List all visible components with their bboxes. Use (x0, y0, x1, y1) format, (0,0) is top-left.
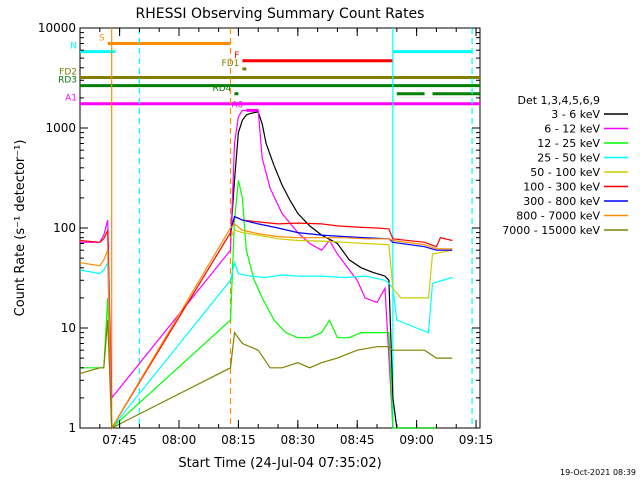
flag-label: S (99, 33, 105, 43)
legend-entry-label: 800 - 7000 keV (516, 210, 600, 223)
legend-entry-label: 3 - 6 keV (551, 108, 600, 121)
flag-label: A0 (231, 100, 243, 110)
series-line (80, 109, 437, 429)
y-axis-ticks: 1 10 100 1000 10000 (38, 21, 480, 435)
series-line (229, 111, 437, 429)
flag-label: RD4 (213, 84, 232, 94)
series-line (79, 215, 453, 431)
legend-entry-label: 12 - 25 keV (537, 137, 600, 150)
series-lines (79, 109, 453, 431)
x-tick-label: 08:00 (162, 433, 197, 447)
y-tick-label: 10000 (38, 21, 76, 35)
x-tick-label: 09:00 (399, 433, 434, 447)
x-tick-label: 08:45 (340, 433, 375, 447)
chart-title: RHESSI Observing Summary Count Rates (136, 6, 425, 22)
vertical-marker-lines (111, 28, 473, 428)
flag-label: FD2 (59, 67, 77, 77)
y-tick-label: 10 (61, 321, 76, 335)
x-tick-label: 08:15 (221, 433, 256, 447)
x-tick-label: 09:15 (459, 433, 494, 447)
x-axis-ticks: 07:45 08:00 08:15 08:30 08:45 09:00 09:15 (99, 28, 494, 447)
x-tick-label: 07:45 (102, 433, 137, 447)
y-axis-label: Count Rate (s⁻¹ detector⁻¹) (13, 140, 28, 317)
flag-bars: SNFFD1FD2RD3RD4A1A0 (58, 33, 480, 112)
legend-entry-label: 7000 - 15000 keV (502, 224, 600, 237)
legend-entry-label: 300 - 800 keV (523, 195, 600, 208)
legend-entry-label: 100 - 300 keV (523, 181, 600, 194)
generation-timestamp: 19-Oct-2021 08:39 (560, 468, 636, 477)
series-line (80, 180, 437, 430)
series-line (229, 215, 453, 251)
plot-area: SNFFD1FD2RD3RD4A1A0 (58, 27, 481, 431)
flag-label: N (70, 42, 77, 52)
flag-label: RD3 (58, 76, 77, 86)
y-tick-label: 1 (68, 421, 76, 435)
series-line (79, 260, 453, 430)
legend-entry-label: 6 - 12 keV (544, 123, 600, 136)
legend-entry-label: 50 - 100 keV (530, 166, 600, 179)
series-line (79, 223, 453, 431)
x-tick-label: 08:30 (281, 433, 316, 447)
y-tick-label: 100 (53, 221, 76, 235)
flag-label: F (234, 51, 239, 61)
y-tick-label: 1000 (45, 121, 76, 135)
flag-label: A1 (65, 94, 77, 104)
x-axis-label: Start Time (24-Jul-04 07:35:02) (178, 456, 381, 471)
legend-title: Det 1,3,4,5,6,9 (517, 94, 600, 107)
legend-entry-label: 25 - 50 keV (537, 152, 600, 165)
series-line (79, 320, 453, 429)
series-line (229, 229, 453, 299)
